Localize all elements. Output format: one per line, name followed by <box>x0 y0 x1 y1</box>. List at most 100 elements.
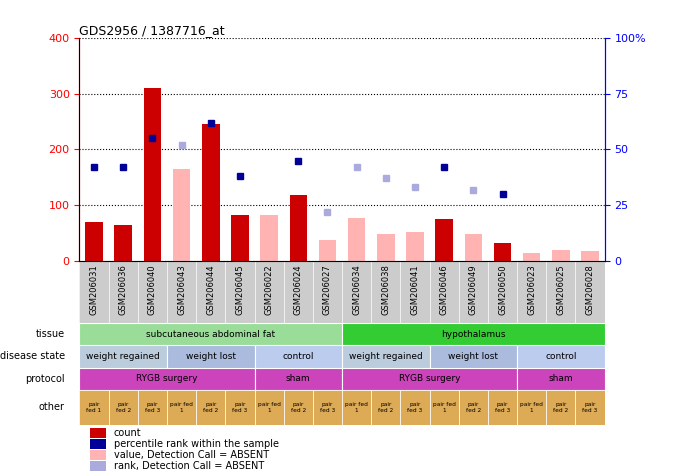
Text: GSM206043: GSM206043 <box>177 264 186 315</box>
Bar <box>167 346 254 368</box>
Bar <box>173 169 190 261</box>
Bar <box>342 323 605 346</box>
Bar <box>254 368 342 390</box>
Bar <box>377 234 395 261</box>
Bar <box>547 390 576 425</box>
Bar <box>167 390 196 425</box>
Bar <box>576 390 605 425</box>
Bar <box>406 232 424 261</box>
Bar <box>90 461 106 471</box>
Text: GSM206025: GSM206025 <box>556 264 565 315</box>
Bar <box>108 390 138 425</box>
Text: pair
fed 2: pair fed 2 <box>378 402 393 413</box>
Bar <box>581 251 599 261</box>
Text: pair
fed 3: pair fed 3 <box>320 402 335 413</box>
Bar <box>430 346 517 368</box>
Bar <box>90 439 106 449</box>
Bar <box>517 390 547 425</box>
Bar <box>435 219 453 261</box>
Text: tissue: tissue <box>36 329 65 339</box>
Bar <box>196 390 225 425</box>
Text: pair
fed 2: pair fed 2 <box>115 402 131 413</box>
Text: GSM206050: GSM206050 <box>498 264 507 315</box>
Text: control: control <box>283 352 314 361</box>
Text: pair
fed 3: pair fed 3 <box>145 402 160 413</box>
Bar <box>342 346 430 368</box>
Text: weight lost: weight lost <box>448 352 498 361</box>
Bar <box>464 234 482 261</box>
Text: pair fed
1: pair fed 1 <box>258 402 281 413</box>
Text: value, Detection Call = ABSENT: value, Detection Call = ABSENT <box>113 450 269 460</box>
Text: GDS2956 / 1387716_at: GDS2956 / 1387716_at <box>79 24 225 37</box>
Bar <box>517 368 605 390</box>
Bar <box>552 250 569 261</box>
Text: GSM206045: GSM206045 <box>236 264 245 315</box>
Bar <box>202 124 220 261</box>
Bar <box>261 215 278 261</box>
Text: pair
fed 3: pair fed 3 <box>232 402 247 413</box>
Text: pair
fed 1: pair fed 1 <box>86 402 102 413</box>
Text: GSM206041: GSM206041 <box>410 264 419 315</box>
Bar <box>342 390 371 425</box>
Bar <box>115 225 132 261</box>
Text: GSM206027: GSM206027 <box>323 264 332 315</box>
Text: protocol: protocol <box>26 374 65 384</box>
Text: count: count <box>113 428 141 438</box>
Text: weight regained: weight regained <box>349 352 423 361</box>
Text: subcutaneous abdominal fat: subcutaneous abdominal fat <box>146 329 275 338</box>
Bar <box>430 390 459 425</box>
Text: pair
fed 3: pair fed 3 <box>408 402 423 413</box>
Text: pair fed
1: pair fed 1 <box>520 402 543 413</box>
Bar <box>90 450 106 460</box>
Text: GSM206022: GSM206022 <box>265 264 274 315</box>
Text: pair
fed 2: pair fed 2 <box>466 402 481 413</box>
Text: disease state: disease state <box>0 351 65 362</box>
Text: pair
fed 2: pair fed 2 <box>291 402 306 413</box>
Text: control: control <box>545 352 576 361</box>
Bar <box>138 390 167 425</box>
Bar <box>523 253 540 261</box>
Text: hypothalamus: hypothalamus <box>441 329 506 338</box>
Text: weight regained: weight regained <box>86 352 160 361</box>
Bar <box>79 368 254 390</box>
Bar <box>459 390 488 425</box>
Bar <box>79 323 342 346</box>
Bar <box>400 390 430 425</box>
Bar <box>290 195 307 261</box>
Text: GSM206046: GSM206046 <box>439 264 448 315</box>
Text: sham: sham <box>286 374 310 383</box>
Text: GSM206024: GSM206024 <box>294 264 303 315</box>
Bar <box>225 390 254 425</box>
Text: pair
fed 2: pair fed 2 <box>553 402 569 413</box>
Text: RYGB surgery: RYGB surgery <box>136 374 198 383</box>
Bar <box>342 368 517 390</box>
Text: pair fed
1: pair fed 1 <box>346 402 368 413</box>
Text: pair
fed 2: pair fed 2 <box>203 402 218 413</box>
Text: pair
fed 3: pair fed 3 <box>495 402 510 413</box>
Bar <box>79 346 167 368</box>
Text: GSM206040: GSM206040 <box>148 264 157 315</box>
Text: percentile rank within the sample: percentile rank within the sample <box>113 439 278 449</box>
Bar <box>488 390 517 425</box>
Text: pair fed
1: pair fed 1 <box>433 402 455 413</box>
Bar <box>371 390 400 425</box>
Bar <box>79 390 108 425</box>
Bar <box>144 88 161 261</box>
Bar <box>348 218 366 261</box>
Text: pair
fed 3: pair fed 3 <box>583 402 598 413</box>
Text: GSM206023: GSM206023 <box>527 264 536 315</box>
Bar <box>494 243 511 261</box>
Bar <box>319 240 337 261</box>
Bar <box>90 428 106 438</box>
Bar <box>284 390 313 425</box>
Text: GSM206034: GSM206034 <box>352 264 361 315</box>
Text: GSM206049: GSM206049 <box>468 264 478 315</box>
Text: GSM206044: GSM206044 <box>206 264 216 315</box>
Text: rank, Detection Call = ABSENT: rank, Detection Call = ABSENT <box>113 461 264 471</box>
Bar <box>254 346 342 368</box>
Text: pair fed
1: pair fed 1 <box>170 402 193 413</box>
Bar <box>231 215 249 261</box>
Text: GSM206036: GSM206036 <box>119 264 128 315</box>
Text: RYGB surgery: RYGB surgery <box>399 374 460 383</box>
Bar <box>254 390 284 425</box>
